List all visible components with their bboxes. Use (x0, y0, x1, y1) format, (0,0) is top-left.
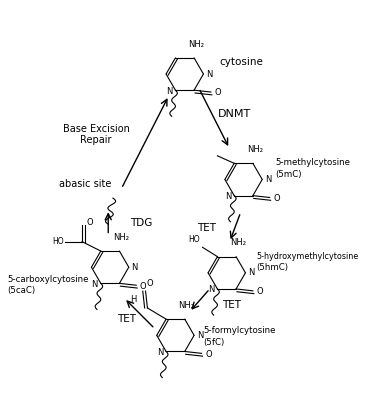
Text: (5caC): (5caC) (8, 286, 36, 295)
Text: NH₂: NH₂ (179, 301, 195, 310)
Text: N: N (91, 280, 98, 289)
Text: (5mC): (5mC) (275, 170, 302, 178)
Text: O: O (147, 279, 153, 288)
Text: abasic site: abasic site (59, 179, 111, 189)
Text: 5-methylcytosine: 5-methylcytosine (275, 158, 350, 167)
Text: TET: TET (197, 223, 216, 233)
Text: O: O (273, 194, 280, 203)
Text: TET: TET (222, 300, 241, 310)
Text: N: N (197, 331, 203, 340)
Text: N: N (206, 70, 212, 78)
Text: NH₂: NH₂ (230, 238, 246, 247)
Text: DNMT: DNMT (218, 109, 251, 119)
Text: O: O (140, 282, 147, 291)
Text: cytosine: cytosine (219, 57, 263, 67)
Text: N: N (166, 87, 173, 96)
Text: TET: TET (118, 314, 136, 324)
Text: H: H (130, 295, 136, 304)
Text: N: N (265, 175, 271, 184)
Text: NH₂: NH₂ (113, 233, 129, 242)
Text: N: N (248, 268, 255, 277)
Text: (5hmC): (5hmC) (257, 263, 289, 272)
Text: O: O (205, 350, 212, 359)
Text: O: O (215, 88, 221, 98)
Text: O: O (257, 287, 263, 296)
Text: NH₂: NH₂ (188, 40, 204, 48)
Text: HO: HO (52, 237, 64, 246)
Text: HO: HO (188, 236, 200, 244)
Text: N: N (157, 348, 163, 357)
Text: 5-formylcytosine: 5-formylcytosine (203, 326, 276, 335)
Text: N: N (225, 192, 231, 201)
Text: O: O (87, 218, 93, 227)
Text: NH₂: NH₂ (247, 145, 263, 154)
Text: (5fC): (5fC) (203, 338, 225, 346)
Text: 5-carboxylcytosine: 5-carboxylcytosine (8, 275, 89, 284)
Text: 5-hydroxymethylcytosine: 5-hydroxymethylcytosine (257, 252, 359, 261)
Text: N: N (208, 285, 215, 294)
Text: TDG: TDG (130, 218, 152, 228)
Text: N: N (132, 263, 138, 272)
Text: Base Excision
Repair: Base Excision Repair (63, 124, 130, 146)
